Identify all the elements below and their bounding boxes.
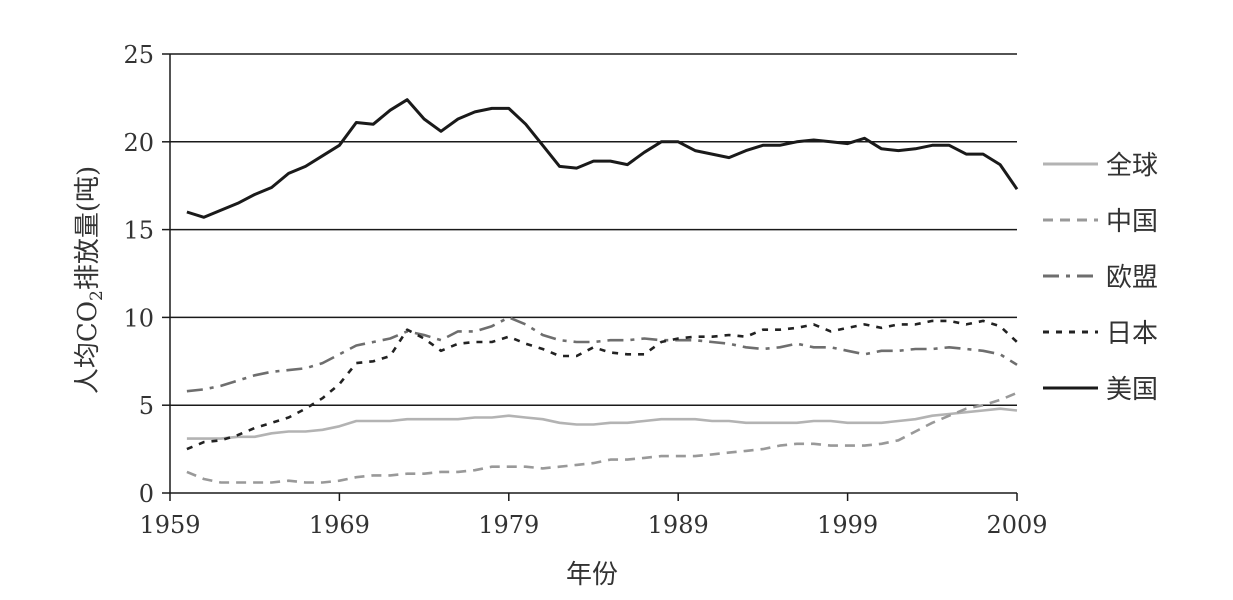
x-tick-label-2009: 2009 [986, 511, 1047, 539]
series-line-3 [186, 319, 1018, 451]
series-lines [186, 98, 1019, 484]
legend-label-1: 中国 [1106, 207, 1158, 237]
y-axis-title-suffix: 排放量(吨) [73, 166, 103, 290]
series-line-4 [186, 98, 1019, 219]
y-tick-labels: 0 5 10 15 20 25 [123, 41, 154, 508]
y-axis-title-subscript: 2 [87, 290, 107, 301]
legend-label-2: 欧盟 [1106, 263, 1158, 293]
x-tick-label-1979: 1979 [478, 511, 539, 539]
x-tick-label-1999: 1999 [817, 511, 878, 539]
y-tick-label-25: 25 [123, 41, 154, 69]
legend-label-4: 美国 [1106, 375, 1158, 405]
x-tick-label-1989: 1989 [648, 511, 709, 539]
y-tick-label-0: 0 [139, 480, 154, 508]
y-tick-label-15: 15 [123, 217, 154, 245]
series-line-0 [186, 407, 1018, 440]
x-tick-labels: 1959 1969 1979 1989 1999 2009 [139, 511, 1047, 539]
series-line-2 [186, 316, 1018, 393]
y-tick-label-5: 5 [139, 392, 154, 420]
gridlines [170, 53, 1017, 406]
y-tick-label-20: 20 [123, 129, 154, 157]
x-tick-label-1969: 1969 [309, 511, 370, 539]
y-tick-label-10: 10 [123, 304, 154, 332]
legend-label-3: 日本 [1106, 319, 1158, 349]
x-axis-title: 年份 [566, 560, 618, 590]
legend-label-0: 全球 [1106, 151, 1158, 181]
y-axis-title-prefix: 人均CO [73, 301, 103, 394]
axes [162, 53, 1018, 501]
series-line-1 [186, 391, 1018, 484]
y-axis-title: 人均CO2排放量(吨) [73, 166, 107, 394]
x-tick-label-1959: 1959 [139, 511, 200, 539]
